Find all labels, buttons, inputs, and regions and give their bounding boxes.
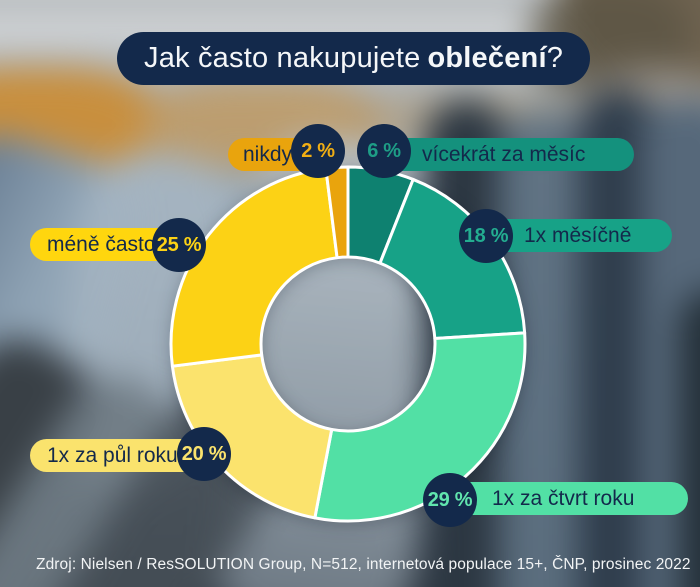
title-question-mark: ? [546, 42, 564, 74]
percent-badge-mene-casto: 25 % [152, 218, 206, 272]
bg-clothes-rail [0, 0, 700, 8]
donut-segment-3 [170, 353, 334, 520]
label-pill-vicekrat-za-mesic: vícekrát za měsíc [384, 138, 634, 171]
title-regular: Jak často nakupujete [144, 42, 421, 74]
percent-badge-1x-za-ctvrt-roku: 29 % [423, 473, 477, 527]
percent-badge-1x-mesicne: 18 % [459, 209, 513, 263]
label-pill-nikdy: nikdy [228, 138, 336, 171]
percent-badge-nikdy: 2 % [291, 124, 345, 178]
donut-chart [169, 165, 527, 523]
source-note: Zdroj: Nielsen / ResSOLUTION Group, N=51… [36, 556, 691, 573]
donut-segment-1 [378, 177, 527, 341]
percent-badge-vicekrat-za-mesic: 6 % [357, 124, 411, 178]
donut-segment-4 [169, 166, 339, 368]
label-pill-1x-mesicne: 1x měsíčně [486, 219, 672, 252]
donut-segment-2 [313, 331, 527, 523]
bg-jeans-column-5 [678, 289, 700, 587]
percent-badge-1x-za-pul-roku: 20 % [177, 427, 231, 481]
title-bold: oblečení [427, 42, 547, 74]
label-pill-1x-za-ctvrt-roku: 1x za čtvrt roku [450, 482, 688, 515]
page-title: Jak často nakupujete oblečení? [117, 32, 591, 85]
